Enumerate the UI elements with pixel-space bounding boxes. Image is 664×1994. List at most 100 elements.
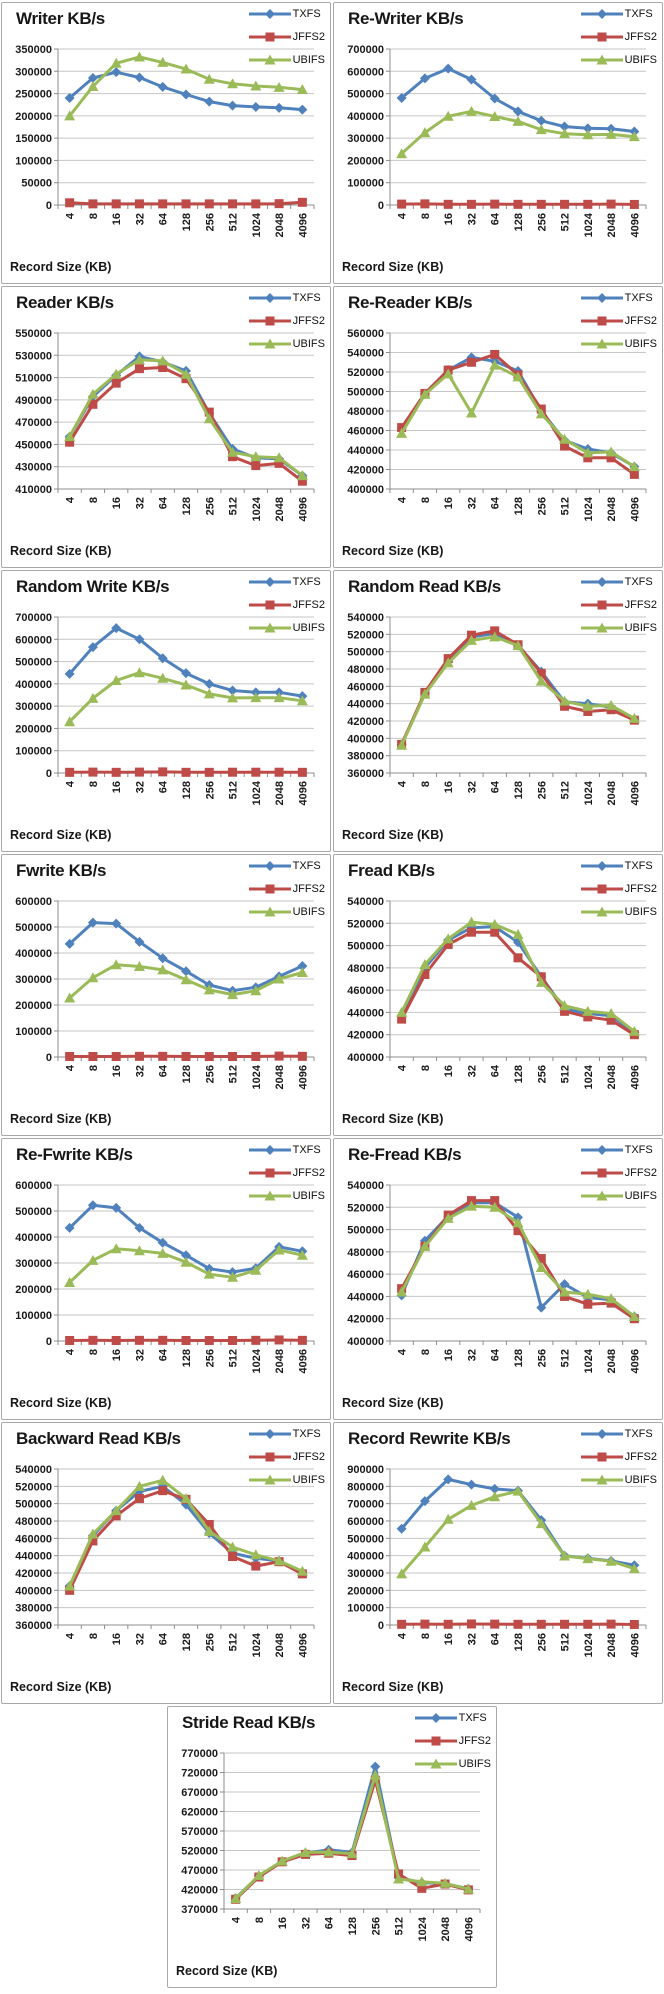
- svg-text:128: 128: [513, 213, 525, 231]
- svg-text:480000: 480000: [347, 963, 384, 975]
- x-axis-label: Record Size (KB): [10, 544, 112, 558]
- legend-item-jffs2: JFFS2: [580, 1167, 657, 1179]
- legend-diamond-icon: [248, 9, 291, 19]
- series-line-ubifs: [230, 1769, 474, 1903]
- series-line-ubifs: [396, 1200, 640, 1321]
- svg-text:400000: 400000: [347, 1336, 384, 1348]
- x-axis-tick-labels: 4 8 16 32 64 128 256 512 1024 2048 4096: [397, 780, 642, 805]
- legend-label: UBIFS: [624, 338, 657, 350]
- axes: [389, 901, 647, 1061]
- svg-text:128: 128: [181, 497, 193, 515]
- svg-text:620000: 620000: [181, 1807, 218, 1819]
- x-axis-tick-labels: 4 8 16 32 64 128 256 512 1024 2048 4096: [65, 1064, 310, 1089]
- svg-text:32: 32: [134, 1633, 146, 1645]
- chart-legend: TXFS JFFS2 UBIFS: [248, 860, 325, 918]
- svg-text:250000: 250000: [15, 89, 52, 101]
- x-axis-tick-labels: 4 8 16 32 64 128 256 512 1024 2048 4096: [397, 1632, 642, 1657]
- x-axis-label: Record Size (KB): [342, 828, 444, 842]
- svg-text:8: 8: [254, 1917, 266, 1923]
- svg-text:500000: 500000: [347, 89, 384, 101]
- chart-panel-reader-kb-s: Reader KB/s TXFS JFFS2 UBIFS 410000 430000 4…: [1, 286, 331, 568]
- svg-text:480000: 480000: [15, 1516, 52, 1528]
- svg-text:500000: 500000: [347, 941, 384, 953]
- svg-text:350000: 350000: [15, 44, 52, 56]
- svg-text:500000: 500000: [347, 1225, 384, 1237]
- svg-text:100000: 100000: [347, 178, 384, 190]
- legend-label: JFFS2: [292, 1167, 325, 1179]
- legend-triangle-icon: [580, 622, 623, 633]
- legend-label: JFFS2: [292, 315, 325, 327]
- svg-text:4: 4: [65, 1632, 77, 1639]
- svg-text:4096: 4096: [629, 1349, 641, 1373]
- svg-text:32: 32: [466, 1633, 478, 1645]
- legend-item-jffs2: JFFS2: [248, 599, 325, 611]
- svg-text:400000: 400000: [15, 948, 52, 960]
- axes: [57, 1469, 315, 1629]
- svg-text:512: 512: [560, 1633, 572, 1651]
- series-line-jffs2: [65, 197, 307, 209]
- svg-text:4096: 4096: [629, 1633, 641, 1657]
- x-axis-label: Record Size (KB): [342, 544, 444, 558]
- svg-text:430000: 430000: [15, 462, 52, 474]
- legend-label: TXFS: [292, 860, 321, 872]
- svg-text:0: 0: [46, 200, 52, 212]
- chart-legend: TXFS JFFS2 UBIFS: [248, 1144, 325, 1202]
- legend-item-ubifs: UBIFS: [580, 54, 657, 66]
- svg-text:2048: 2048: [606, 1633, 618, 1657]
- svg-text:128: 128: [513, 1065, 525, 1083]
- series-line-txfs: [64, 67, 308, 115]
- svg-text:2048: 2048: [606, 781, 618, 805]
- svg-text:1024: 1024: [251, 1348, 263, 1373]
- svg-text:520000: 520000: [347, 367, 384, 379]
- svg-text:32: 32: [134, 1065, 146, 1077]
- svg-text:200000: 200000: [347, 155, 384, 167]
- svg-text:500000: 500000: [15, 922, 52, 934]
- svg-text:256: 256: [536, 213, 548, 231]
- svg-text:4096: 4096: [297, 1633, 309, 1657]
- legend-square-icon: [580, 600, 623, 610]
- legend-item-txfs: TXFS: [580, 576, 657, 588]
- svg-text:300000: 300000: [15, 66, 52, 78]
- svg-text:256: 256: [536, 1349, 548, 1367]
- svg-text:2048: 2048: [440, 1917, 452, 1941]
- legend-item-jffs2: JFFS2: [580, 883, 657, 895]
- legend-item-txfs: TXFS: [248, 576, 325, 588]
- gridlines: 0 100000 200000 300000 400000 500000 600000: [15, 896, 314, 1064]
- svg-text:510000: 510000: [15, 373, 52, 385]
- legend-label: TXFS: [292, 292, 321, 304]
- svg-text:540000: 540000: [347, 896, 384, 908]
- x-axis-tick-labels: 4 8 16 32 64 128 256 512 1024 2048 4096: [397, 1348, 642, 1373]
- svg-text:2048: 2048: [606, 1065, 618, 1089]
- legend-square-icon: [414, 1736, 457, 1746]
- svg-text:32: 32: [466, 1065, 478, 1077]
- svg-text:4: 4: [65, 1348, 77, 1355]
- svg-text:470000: 470000: [181, 1865, 218, 1877]
- chart-plot: 0 100000 200000 300000 400000 500000 600000 700…: [347, 44, 647, 237]
- svg-text:8: 8: [420, 1349, 432, 1355]
- legend-item-jffs2: JFFS2: [248, 883, 325, 895]
- series-line-jffs2: [65, 1051, 307, 1061]
- legend-square-icon: [248, 600, 291, 610]
- legend-item-ubifs: UBIFS: [580, 338, 657, 350]
- svg-text:420000: 420000: [15, 1568, 52, 1580]
- legend-label: UBIFS: [624, 1190, 657, 1202]
- gridlines: 370000 420000 470000 520000 570000 620000 6700…: [181, 1748, 480, 1916]
- x-axis-tick-labels: 4 8 16 32 64 128 256 512 1024 2048 4096: [65, 496, 310, 521]
- svg-text:256: 256: [536, 497, 548, 515]
- svg-text:512: 512: [228, 781, 240, 799]
- svg-text:32: 32: [134, 781, 146, 793]
- x-axis-tick-labels: 4 8 16 32 64 128 256 512 1024 2048 4096: [65, 212, 310, 237]
- legend-label: TXFS: [624, 1144, 653, 1156]
- legend-label: JFFS2: [624, 1451, 657, 1463]
- svg-text:2048: 2048: [606, 497, 618, 521]
- svg-text:4: 4: [65, 1064, 77, 1071]
- legend-triangle-icon: [580, 906, 623, 917]
- axes: [389, 1185, 647, 1345]
- legend-item-txfs: TXFS: [414, 1712, 491, 1724]
- chart-plot: 0 100000 200000 300000 400000 500000 600000 700…: [15, 612, 315, 805]
- svg-text:770000: 770000: [181, 1748, 218, 1760]
- svg-text:4: 4: [397, 780, 409, 787]
- svg-text:512: 512: [228, 213, 240, 231]
- x-axis-label: Record Size (KB): [10, 1112, 112, 1126]
- svg-text:1024: 1024: [417, 1916, 429, 1941]
